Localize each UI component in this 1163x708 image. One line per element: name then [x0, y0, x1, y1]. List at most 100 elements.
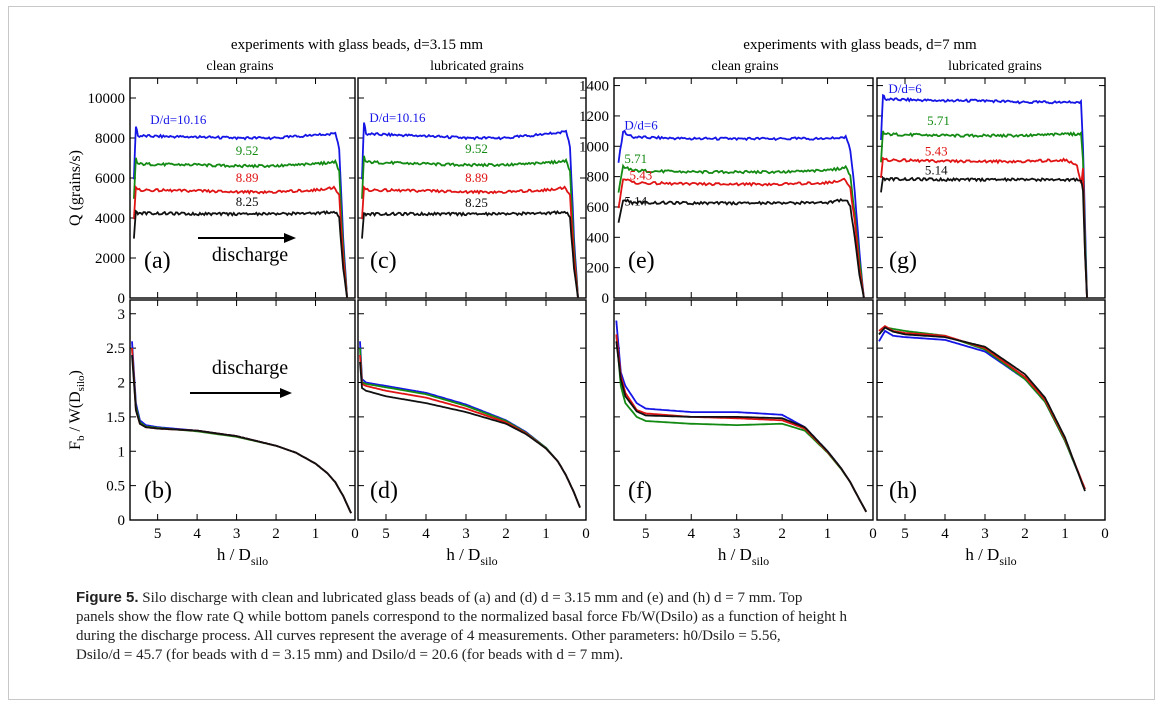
- plot-frame: [357, 299, 587, 521]
- discharge-label: discharge: [212, 244, 288, 266]
- x-tick-label: 0: [869, 526, 877, 542]
- y-tick-label: 2000: [95, 251, 125, 267]
- series-line-green: [133, 157, 348, 298]
- series-line-red: [133, 184, 348, 298]
- x-tick-label: 4: [193, 526, 201, 542]
- y-tick-label: 1200: [579, 109, 609, 125]
- x-tick-label: 3: [981, 526, 989, 542]
- series-line-green: [615, 334, 867, 513]
- series-line-green: [617, 163, 865, 298]
- y-tick-label: 600: [587, 200, 610, 216]
- x-tick-label: 3: [733, 526, 741, 542]
- y-tick-label: 0: [118, 513, 126, 529]
- panel-label: (c): [370, 248, 397, 274]
- y-tick-label: 1: [118, 444, 126, 460]
- curve-label: 5.43: [630, 168, 653, 183]
- curve-label: D/d=6: [888, 81, 922, 96]
- group-title: experiments with glass beads, d=3.15 mm: [231, 37, 484, 53]
- x-tick-label: 2: [1021, 526, 1029, 542]
- x-axis-label: h / Dsilo: [965, 545, 1016, 568]
- arrow-head: [284, 233, 296, 243]
- curve-label: 8.89: [236, 170, 259, 185]
- series-line-green: [361, 155, 579, 298]
- series-line-blue: [880, 93, 1088, 298]
- y-tick-label: 10000: [88, 91, 126, 107]
- panel-label: (g): [889, 248, 917, 274]
- series-line-black: [617, 197, 865, 298]
- x-axis-label: h / Dsilo: [718, 545, 769, 568]
- series-line-black: [361, 210, 579, 298]
- x-tick-label: 5: [382, 526, 390, 542]
- curve-label: 5.71: [624, 151, 647, 166]
- curve-label: 8.25: [236, 194, 259, 209]
- x-tick-label: 4: [422, 526, 430, 542]
- curve-label: 5.14: [624, 193, 647, 208]
- series-line-black: [880, 176, 1088, 298]
- series-line-blue: [133, 126, 348, 298]
- plot-frame: [876, 77, 1106, 299]
- series-line-blue: [878, 329, 1086, 490]
- series-line-black: [133, 209, 348, 298]
- curve-label: 9.52: [236, 143, 259, 158]
- y-axis-label: Q (grains/s): [67, 150, 84, 226]
- x-tick-label: 2: [272, 526, 280, 542]
- panel-subtitle: clean grains: [711, 59, 778, 74]
- curve-label: D/d=6: [624, 118, 658, 133]
- group-title: experiments with glass beads, d=7 mm: [743, 37, 977, 53]
- x-tick-label: 4: [687, 526, 695, 542]
- panel-label: (f): [628, 478, 652, 504]
- plot-frame: [876, 299, 1106, 521]
- caption-line-3: during the discharge process. All curves…: [76, 628, 781, 644]
- x-tick-label: 4: [941, 526, 949, 542]
- x-tick-label: 0: [582, 526, 590, 542]
- plot-frame: [613, 299, 874, 521]
- caption-line-1: Silo discharge with clean and lubricated…: [142, 590, 803, 606]
- curve-label: 5.14: [925, 162, 948, 177]
- panel-label: (h): [889, 478, 917, 504]
- series-line-black: [131, 354, 352, 514]
- curve-label: 9.52: [465, 141, 488, 156]
- x-tick-label: 1: [1061, 526, 1069, 542]
- x-tick-label: 1: [312, 526, 320, 542]
- x-tick-label: 2: [502, 526, 510, 542]
- y-tick-label: 200: [587, 261, 610, 277]
- series-line-red: [617, 177, 865, 298]
- y-tick-label: 4000: [95, 211, 125, 227]
- curve-label: 5.71: [927, 113, 950, 128]
- panel-subtitle: clean grains: [206, 59, 273, 74]
- series-line-red: [880, 156, 1088, 298]
- x-tick-label: 0: [1101, 526, 1109, 542]
- plot-frame: [613, 77, 874, 299]
- x-tick-label: 0: [351, 526, 359, 542]
- y-tick-label: 1.5: [106, 410, 125, 426]
- series-line-green: [880, 130, 1088, 298]
- series-line-red: [361, 184, 579, 298]
- y-tick-label: 1400: [579, 79, 609, 95]
- y-axis-label: Fb / W(Dsilo): [67, 370, 87, 450]
- caption-line-4: Dsilo/d = 45.7 (for beads with d = 3.15 …: [76, 647, 624, 663]
- panel-subtitle: lubricated grains: [430, 59, 524, 74]
- x-tick-label: 3: [233, 526, 241, 542]
- series-line-blue: [617, 129, 865, 298]
- plot-frame: [357, 77, 587, 299]
- y-tick-label: 6000: [95, 171, 125, 187]
- y-tick-label: 400: [587, 230, 610, 246]
- y-tick-label: 1000: [579, 139, 609, 155]
- y-tick-label: 8000: [95, 131, 125, 147]
- y-tick-label: 0.5: [106, 479, 125, 495]
- discharge-label: discharge: [212, 357, 288, 379]
- series-line-black: [359, 361, 581, 508]
- curve-label: 5.43: [925, 143, 948, 158]
- y-tick-label: 2: [118, 376, 126, 392]
- curve-label: 8.89: [465, 170, 488, 185]
- y-tick-label: 2.5: [106, 341, 125, 357]
- curve-label: D/d=10.16: [150, 112, 207, 127]
- x-tick-label: 5: [642, 526, 650, 542]
- x-tick-label: 1: [824, 526, 832, 542]
- plot-frame: [129, 299, 356, 521]
- x-tick-label: 2: [778, 526, 786, 542]
- panel-label: (b): [144, 478, 172, 504]
- x-axis-label: h / Dsilo: [217, 545, 268, 568]
- figure-svg: experiments with glass beads, d=3.15 mm c…: [67, 37, 1109, 568]
- series-line-green: [878, 326, 1086, 490]
